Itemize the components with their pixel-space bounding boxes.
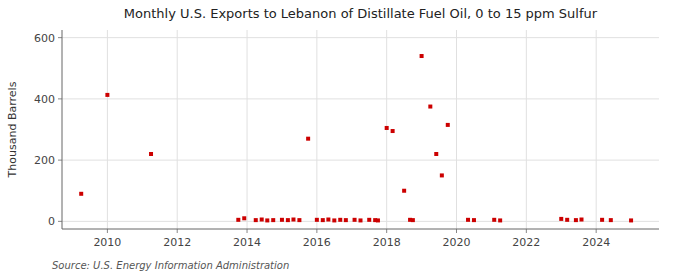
x-grid-line (247, 30, 248, 229)
point (149, 152, 153, 156)
point (434, 152, 438, 156)
point (466, 218, 470, 222)
x-tick-label: 2014 (233, 236, 261, 249)
point (600, 218, 604, 222)
point (242, 216, 246, 220)
y-grid-line (62, 160, 659, 161)
x-tick (526, 229, 527, 233)
point (297, 218, 301, 222)
point (338, 218, 342, 222)
x-tick (386, 229, 387, 233)
point (332, 218, 336, 222)
x-tick (456, 229, 457, 233)
axes: 0 200 400 600 2010 2012 2014 2016 2018 2020 2022 20… (34, 30, 659, 249)
y-tick (58, 160, 62, 161)
point (265, 218, 269, 222)
x-tick-label: 2024 (582, 236, 610, 249)
y-grid-line (62, 98, 659, 99)
point (291, 218, 295, 222)
point (498, 218, 502, 222)
y-tick-label: 0 (48, 215, 55, 228)
y-tick-label: 200 (34, 154, 55, 167)
point (280, 218, 284, 222)
x-tick (316, 229, 317, 233)
x-grid-line (596, 30, 597, 229)
point (359, 218, 363, 222)
point (271, 218, 275, 222)
point (326, 218, 330, 222)
point (574, 218, 578, 222)
point (306, 137, 310, 141)
x-grid-line (177, 30, 178, 229)
x-grid-line (316, 30, 317, 229)
x-grid-line (526, 30, 527, 229)
point (629, 218, 633, 222)
x-tick (247, 229, 248, 233)
chart: Monthly U.S. Exports to Lebanon of Disti… (0, 0, 675, 275)
point (420, 54, 424, 58)
point (411, 218, 415, 222)
x-grid-line (456, 30, 457, 229)
point (609, 218, 613, 222)
x-tick-label: 2018 (373, 236, 401, 249)
y-tick (58, 37, 62, 38)
x-tick (177, 229, 178, 233)
point (353, 218, 357, 222)
x-tick-label: 2012 (163, 236, 191, 249)
point (321, 218, 325, 222)
point (579, 218, 583, 222)
x-tick-label: 2016 (303, 236, 331, 249)
point (254, 218, 258, 222)
point (391, 129, 395, 133)
title: Monthly U.S. Exports to Lebanon of Disti… (124, 6, 598, 21)
point (402, 189, 406, 193)
y-tick (58, 98, 62, 99)
point (446, 123, 450, 127)
y-axis-line (62, 30, 63, 229)
point (236, 218, 240, 222)
y-tick (58, 221, 62, 222)
y-axis-label: Thousand Barrels (6, 81, 19, 178)
x-tick-label: 2020 (443, 236, 471, 249)
x-tick-label: 2010 (93, 236, 121, 249)
point (105, 93, 109, 97)
point (367, 218, 371, 222)
point (565, 218, 569, 222)
source: Source: U.S. Energy Information Administ… (52, 260, 289, 271)
y-grid-line (62, 37, 659, 38)
x-tick (596, 229, 597, 233)
grid (62, 30, 659, 229)
x-tick-label: 2022 (512, 236, 540, 249)
points (79, 54, 633, 222)
point (492, 218, 496, 222)
point (376, 218, 380, 222)
point (79, 192, 83, 196)
point (315, 218, 319, 222)
point (286, 218, 290, 222)
point (428, 105, 432, 109)
point (559, 217, 563, 221)
x-axis-line (62, 229, 659, 230)
x-tick (107, 229, 108, 233)
point (440, 173, 444, 177)
point (472, 218, 476, 222)
x-grid-line (107, 30, 108, 229)
y-tick-label: 400 (34, 93, 55, 106)
point (260, 218, 264, 222)
point (385, 126, 389, 130)
point (344, 218, 348, 222)
y-tick-label: 600 (34, 32, 55, 45)
